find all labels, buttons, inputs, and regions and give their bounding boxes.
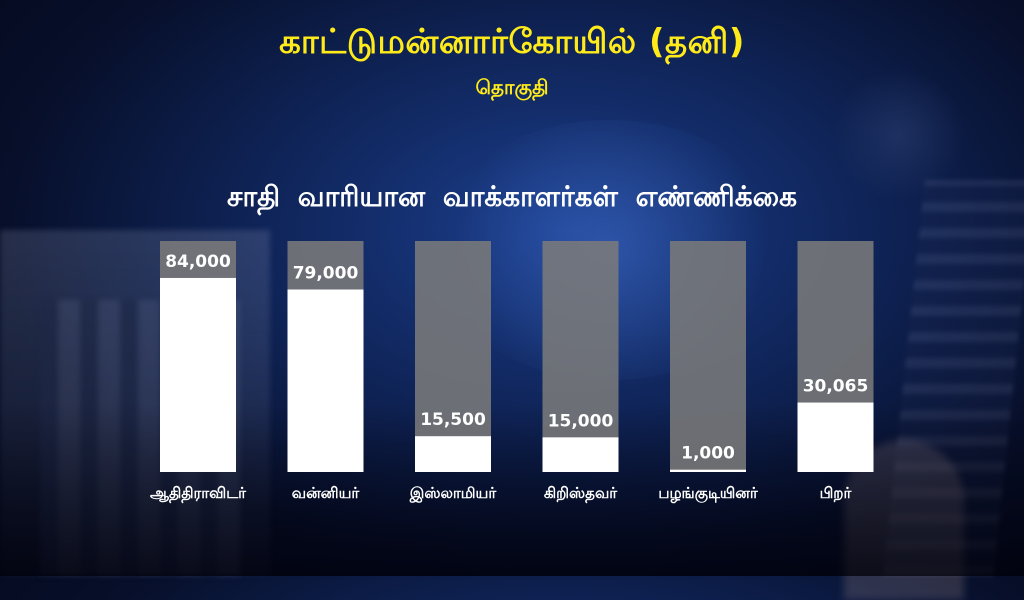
bar <box>670 469 746 472</box>
bar-track <box>542 241 619 472</box>
page-title: காட்டுமன்னார்கோயில் (தனி) <box>279 22 745 62</box>
bar-value-label: 30,065 <box>803 377 869 397</box>
bar-value-label: 84,000 <box>165 252 231 272</box>
category-label: கிறிஸ்தவர் <box>544 484 618 503</box>
bar-track <box>415 241 491 472</box>
bar-chart: 84,000 ஆதிதிராவிடர் 79,000 வன்னியர் 15,500 இஸ… <box>150 241 874 503</box>
bar <box>160 277 236 472</box>
category-label: வன்னியர் <box>292 484 361 502</box>
bar-value-label: 79,000 <box>293 264 359 284</box>
bar-value-label: 1,000 <box>681 444 735 464</box>
category-label: பழங்குடியினர் <box>658 484 758 503</box>
bar-value-label: 15,500 <box>420 410 486 430</box>
bar-track <box>670 241 746 472</box>
bar-value-label: 15,000 <box>548 411 614 431</box>
category-label: இஸ்லாமியர் <box>409 484 498 503</box>
bar <box>542 437 619 472</box>
page-subtitle: தொகுதி <box>475 75 549 99</box>
bar <box>415 436 491 472</box>
bar <box>797 402 874 472</box>
chart-title: சாதி வாரியான வாக்காளர்கள் எண்ணிக்கை <box>226 180 798 213</box>
category-label: பிறர் <box>820 484 853 502</box>
category-label: ஆதிதிராவிடர் <box>150 484 247 503</box>
bar <box>287 289 364 472</box>
